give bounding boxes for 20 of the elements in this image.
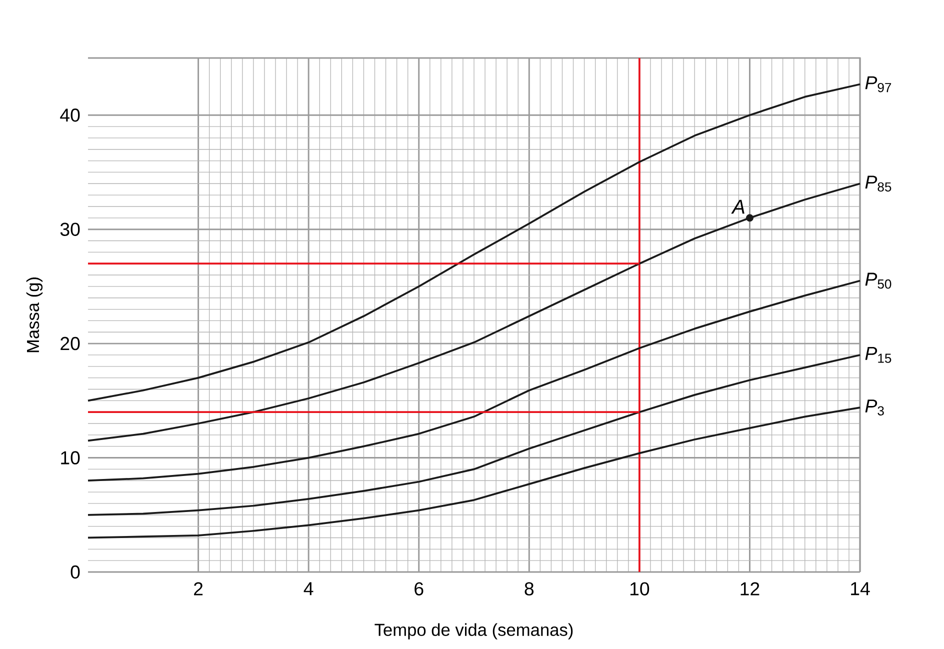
x-tick-label: 12 — [740, 582, 760, 596]
x-axis-title: Tempo de vida (semanas) — [374, 623, 573, 640]
x-tick-label: 2 — [194, 582, 203, 596]
series-label: P$_{15}$ — [865, 347, 892, 363]
y-tick-label: 40 — [60, 108, 80, 122]
x-tick-label: 8 — [524, 582, 534, 596]
y-tick-label: 10 — [61, 451, 80, 464]
series-label: P$_{97}$ — [865, 76, 892, 92]
x-tick-label: 4 — [304, 582, 314, 596]
x-tick-label: 10 — [630, 582, 650, 596]
series-label: P$_{85}$ — [865, 176, 892, 192]
y-tick-label: 20 — [60, 336, 80, 350]
series-label: P$_{3}$ — [865, 400, 884, 416]
y-tick-label: 30 — [60, 222, 80, 236]
y-tick-label: 0 — [70, 565, 80, 579]
series-label: P$_{50}$ — [865, 272, 892, 289]
annotation: A — [731, 200, 744, 214]
x-tick-label: 14 — [851, 582, 870, 596]
y-axis-title: Massa (g) — [26, 278, 43, 352]
x-tick-label: 6 — [414, 582, 424, 596]
